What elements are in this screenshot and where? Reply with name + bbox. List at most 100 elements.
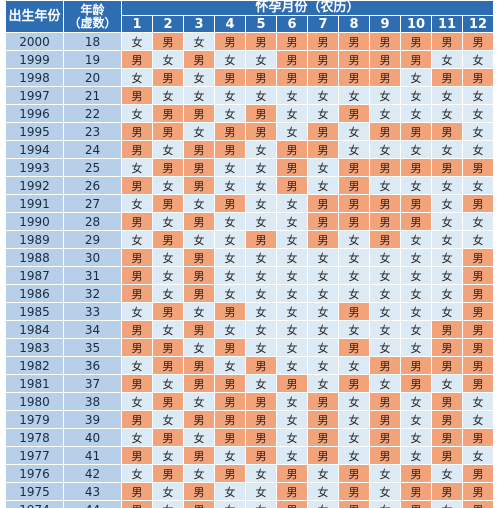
gender-cell: 男 <box>276 158 308 177</box>
month-header-6: 6 <box>276 15 308 33</box>
table-row: 1993 25 女男男女女男女男男男男男 <box>5 158 494 177</box>
gender-cell: 男 <box>214 464 246 483</box>
gender-cell: 女 <box>369 302 401 321</box>
gender-cell: 女 <box>400 68 432 87</box>
gender-cell: 男 <box>307 410 339 429</box>
age-cell: 29 <box>63 230 122 249</box>
gender-cell: 女 <box>431 194 463 213</box>
month-header-7: 7 <box>307 15 339 33</box>
gender-cell: 男 <box>121 176 153 195</box>
birth-year-cell: 1976 <box>5 464 64 483</box>
gender-cell: 男 <box>245 356 277 375</box>
gender-cell: 男 <box>369 392 401 411</box>
gender-cell: 男 <box>245 446 277 465</box>
gender-cell: 女 <box>400 320 432 339</box>
birth-year-cell: 1989 <box>5 230 64 249</box>
table-row: 1986 32 男女男女女女女女女女女男 <box>5 284 494 303</box>
gender-cell: 女 <box>183 230 215 249</box>
gender-cell: 女 <box>307 158 339 177</box>
gender-cell: 男 <box>307 392 339 411</box>
age-cell: 20 <box>63 68 122 87</box>
gender-cell: 女 <box>245 158 277 177</box>
gender-cell: 男 <box>214 392 246 411</box>
gender-cell: 女 <box>214 212 246 231</box>
gender-cell: 男 <box>152 158 184 177</box>
gender-cell: 女 <box>338 248 370 267</box>
table-row: 1999 19 男女男女女男男男男男女女 <box>5 50 494 69</box>
gender-cell: 男 <box>431 158 463 177</box>
gender-cell: 男 <box>462 374 494 393</box>
table-row: 1991 27 女男女男女女男男男男女男 <box>5 194 494 213</box>
gender-cell: 女 <box>338 410 370 429</box>
gender-cell: 男 <box>214 338 246 357</box>
table-row: 1978 40 女男女男男女男女男女男男 <box>5 428 494 447</box>
gender-cell: 男 <box>338 302 370 321</box>
birth-year-cell: 1987 <box>5 266 64 285</box>
gender-cell: 女 <box>431 212 463 231</box>
gender-cell: 女 <box>121 464 153 483</box>
gender-cell: 男 <box>431 32 463 51</box>
gender-cell: 男 <box>214 140 246 159</box>
gender-cell: 女 <box>338 86 370 105</box>
gender-cell: 男 <box>121 410 153 429</box>
gender-cell: 男 <box>338 212 370 231</box>
gender-cell: 男 <box>183 482 215 501</box>
table-row: 1995 23 男男女男男女男女男男男女 <box>5 122 494 141</box>
gender-cell: 女 <box>214 86 246 105</box>
gender-cell: 男 <box>214 194 246 213</box>
gender-cell: 女 <box>369 374 401 393</box>
gender-cell: 女 <box>183 392 215 411</box>
gender-cell: 女 <box>307 500 339 508</box>
gender-cell: 男 <box>400 464 432 483</box>
table-row: 1985 33 女男女男女女女男女女女男 <box>5 302 494 321</box>
gender-cell: 女 <box>400 230 432 249</box>
gender-cell: 男 <box>121 122 153 141</box>
gender-cell: 男 <box>431 122 463 141</box>
birth-year-cell: 1977 <box>5 446 64 465</box>
gender-cell: 男 <box>121 86 153 105</box>
age-header: 年龄 （虚数） <box>63 0 122 33</box>
gender-cell: 女 <box>214 266 246 285</box>
gender-cell: 女 <box>183 302 215 321</box>
gender-cell: 女 <box>245 302 277 321</box>
gender-cell: 男 <box>400 32 432 51</box>
gender-cell: 男 <box>183 248 215 267</box>
gender-cell: 女 <box>369 500 401 508</box>
gender-cell: 女 <box>431 284 463 303</box>
age-cell: 40 <box>63 428 122 447</box>
birth-year-cell: 1983 <box>5 338 64 357</box>
table-row: 1979 39 男女男男男女男女男女男女 <box>5 410 494 429</box>
birth-year-cell: 1975 <box>5 482 64 501</box>
gender-cell: 男 <box>307 194 339 213</box>
gender-cell: 女 <box>431 374 463 393</box>
gender-cell: 男 <box>183 50 215 69</box>
gender-cell: 男 <box>369 32 401 51</box>
gender-cell: 女 <box>338 230 370 249</box>
gender-cell: 男 <box>183 284 215 303</box>
gender-cell: 男 <box>462 284 494 303</box>
table-row: 1980 38 女男女男男女男女男女男女 <box>5 392 494 411</box>
gender-cell: 女 <box>462 176 494 195</box>
birth-year-cell: 1988 <box>5 248 64 267</box>
gender-cell: 女 <box>152 212 184 231</box>
gender-cell: 女 <box>214 446 246 465</box>
gender-cell: 男 <box>338 374 370 393</box>
gender-cell: 男 <box>307 50 339 69</box>
gender-cell: 男 <box>462 68 494 87</box>
gender-cell: 男 <box>431 392 463 411</box>
gender-cell: 男 <box>307 32 339 51</box>
gender-cell: 男 <box>431 356 463 375</box>
gender-cell: 女 <box>431 500 463 508</box>
gender-cell: 女 <box>369 140 401 159</box>
gender-cell: 女 <box>369 248 401 267</box>
gender-cell: 男 <box>431 446 463 465</box>
gender-cell: 女 <box>400 266 432 285</box>
gender-cell: 女 <box>431 266 463 285</box>
month-header-1: 1 <box>121 15 153 33</box>
gender-cell: 男 <box>369 410 401 429</box>
gender-cell: 男 <box>400 50 432 69</box>
gender-cell: 男 <box>276 50 308 69</box>
gender-cell: 男 <box>183 356 215 375</box>
gender-cell: 女 <box>307 176 339 195</box>
gender-cell: 女 <box>152 50 184 69</box>
